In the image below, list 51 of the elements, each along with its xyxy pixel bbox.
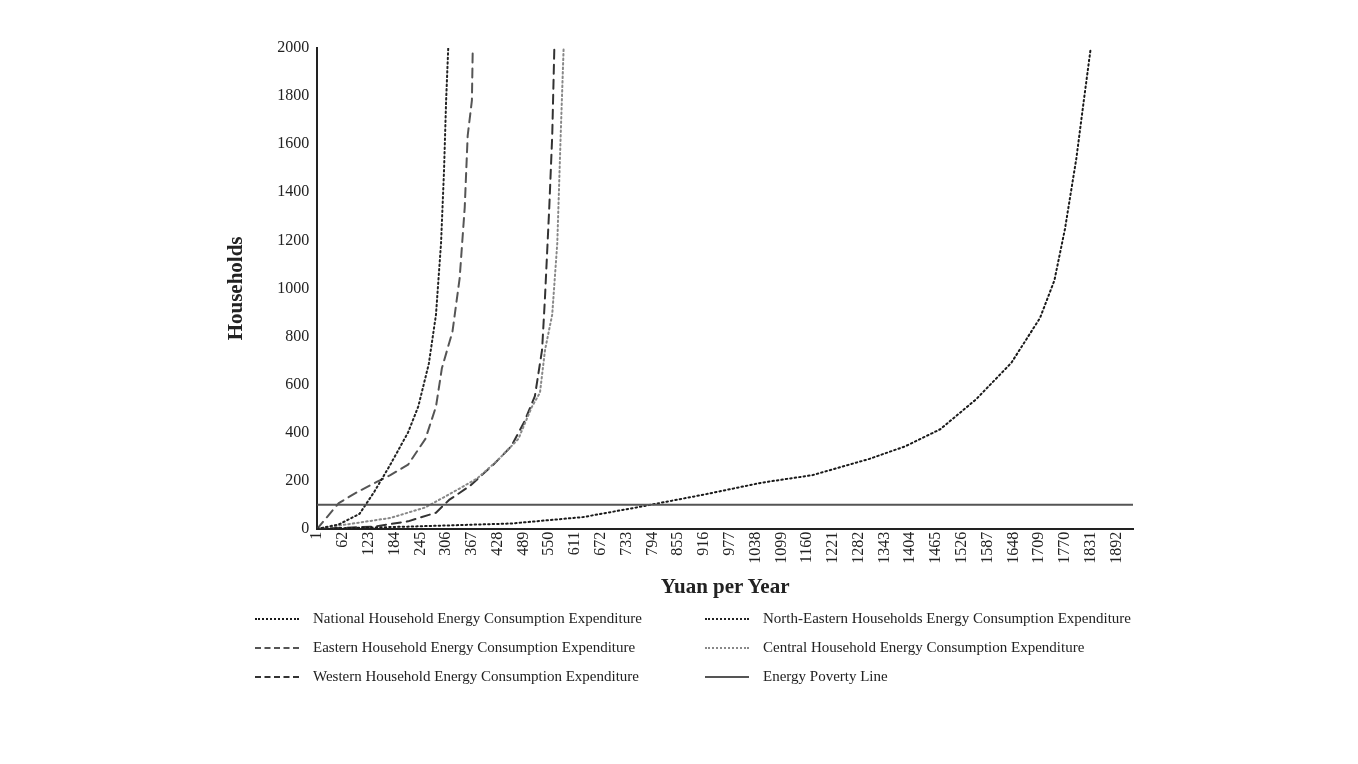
x-tick-label: 916 — [694, 531, 712, 556]
x-tick-label: 306 — [436, 531, 454, 556]
x-tick-label: 1282 — [848, 531, 866, 564]
y-tick-label: 1000 — [277, 278, 310, 296]
x-tick-label: 794 — [642, 531, 660, 556]
x-tick-label: 977 — [719, 531, 737, 556]
x-tick-label: 855 — [668, 531, 686, 556]
x-tick-label: 489 — [513, 531, 531, 556]
x-tick-label: 367 — [462, 531, 480, 556]
y-axis-title: Households — [223, 236, 248, 341]
y-tick-label: 1800 — [277, 86, 310, 104]
x-tick-label: 1709 — [1029, 531, 1047, 564]
x-tick-label: 733 — [616, 531, 634, 556]
x-tick-label: 1648 — [1003, 531, 1021, 564]
legend-label: National Household Energy Consumption Expenditure — [313, 610, 642, 627]
legend-label: North-Eastern Households Energy Consumption Expenditure — [763, 610, 1131, 627]
x-tick-label: 1526 — [952, 531, 970, 564]
x-tick-label: 1587 — [977, 531, 995, 564]
x-tick-label: 672 — [591, 531, 609, 556]
y-tick-label: 800 — [285, 326, 310, 344]
x-tick-label: 1770 — [1055, 531, 1073, 564]
x-tick-label: 550 — [539, 531, 557, 556]
y-tick-label: 1400 — [277, 182, 310, 200]
x-tick-label: 428 — [487, 531, 505, 556]
x-tick-label: 1465 — [926, 531, 944, 564]
x-tick-label: 123 — [358, 531, 376, 556]
x-tick-label: 611 — [565, 531, 583, 556]
x-tick-label: 62 — [333, 531, 351, 548]
legend-label: Eastern Household Energy Consumption Expenditure — [313, 639, 636, 656]
x-tick-label: 1221 — [823, 531, 841, 564]
x-axis-title: Yuan per Year — [660, 573, 790, 598]
x-tick-label: 1 — [307, 531, 325, 540]
legend-label: Energy Poverty Line — [763, 668, 888, 685]
x-tick-label: 1038 — [745, 531, 763, 564]
y-tick-label: 600 — [285, 374, 310, 392]
x-tick-label: 1404 — [900, 531, 918, 564]
y-tick-label: 2000 — [277, 38, 310, 56]
y-tick-label: 200 — [285, 470, 310, 488]
x-tick-label: 245 — [410, 531, 428, 556]
x-tick-label: 1099 — [771, 531, 789, 564]
x-tick-label: 1160 — [797, 531, 815, 564]
y-tick-label: 1200 — [277, 230, 310, 248]
y-tick-label: 400 — [285, 422, 310, 440]
x-tick-label: 184 — [384, 531, 402, 556]
legend-label: Western Household Energy Consumption Expenditure — [313, 668, 639, 685]
legend-label: Central Household Energy Consumption Expenditure — [763, 639, 1085, 656]
y-tick-label: 0 — [301, 519, 310, 536]
y-tick-label: 1600 — [277, 134, 310, 152]
x-tick-label: 1831 — [1080, 531, 1098, 564]
x-tick-label: 1343 — [874, 531, 892, 564]
x-tick-label: 1892 — [1106, 531, 1124, 564]
